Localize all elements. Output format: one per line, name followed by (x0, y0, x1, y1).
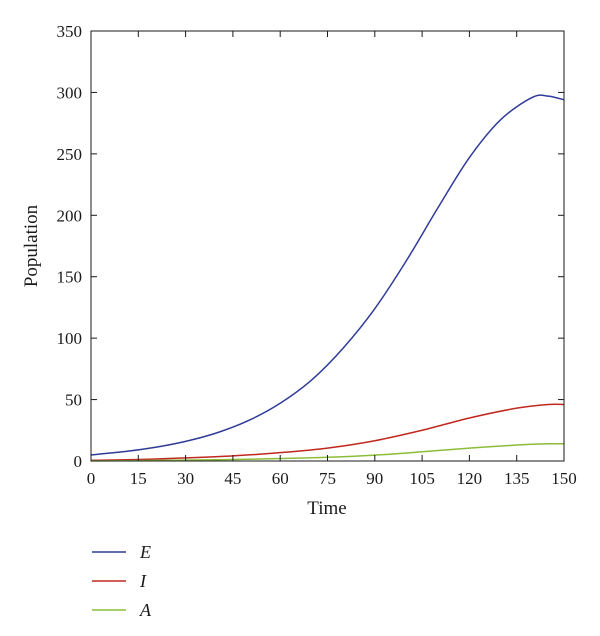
y-tick-label: 250 (57, 145, 83, 164)
x-tick-label: 15 (130, 469, 147, 488)
legend: EIA (92, 542, 152, 620)
x-tick-label: 45 (224, 469, 241, 488)
x-tick-label: 30 (177, 469, 194, 488)
y-tick-label: 50 (65, 391, 82, 410)
y-tick-label: 150 (57, 268, 83, 287)
series-line-e (90, 94, 565, 456)
y-tick-label: 350 (57, 22, 83, 41)
series-line-a (90, 442, 565, 462)
x-tick-label: 75 (319, 469, 336, 488)
x-tick-label: 120 (457, 469, 483, 488)
y-tick-label: 200 (57, 206, 83, 225)
y-tick-label: 300 (57, 83, 83, 102)
y-tick-label: 0 (74, 452, 83, 471)
x-tick-label: 0 (87, 469, 96, 488)
plot-frame (90, 30, 565, 462)
y-axis-title: Population (21, 204, 42, 287)
x-axis-title: Time (307, 498, 346, 519)
legend-label-e: E (139, 542, 151, 562)
series-line-i (90, 403, 565, 462)
x-tick-label: 150 (551, 469, 577, 488)
legend-label-i: I (139, 571, 147, 591)
x-tick-label: 60 (272, 469, 289, 488)
y-tick-label: 100 (57, 329, 83, 348)
x-tick-label: 105 (409, 469, 435, 488)
legend-label-a: A (139, 600, 152, 620)
x-tick-label: 135 (504, 469, 530, 488)
x-tick-label: 90 (366, 469, 383, 488)
